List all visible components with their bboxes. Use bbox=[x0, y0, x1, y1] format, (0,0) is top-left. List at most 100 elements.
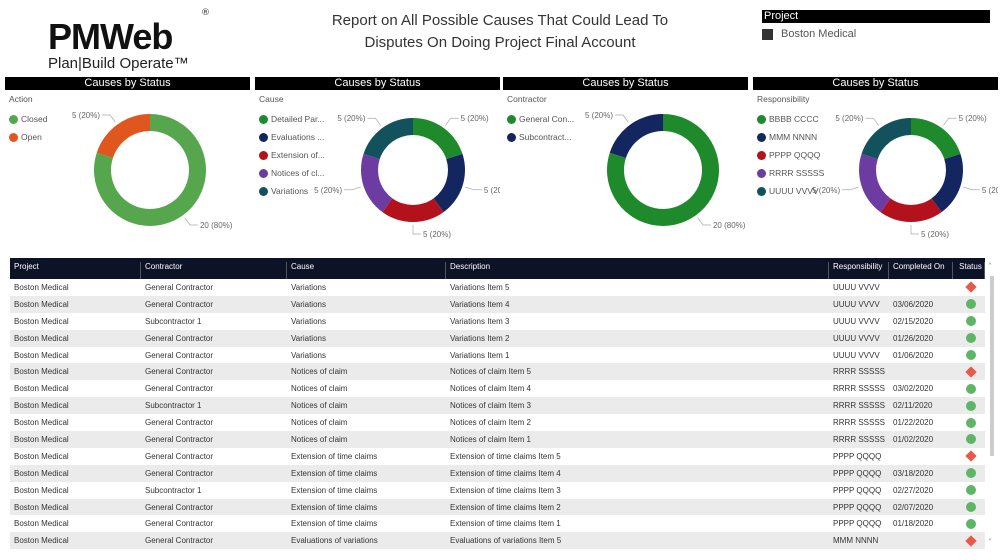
project-slicer[interactable]: Project Boston Medical bbox=[762, 10, 990, 40]
donut-chart: 5 (20%) 5 (20%) 5 (20%) 5 (20%) 5 (20%) bbox=[812, 114, 998, 239]
column-header[interactable]: Responsibility bbox=[829, 262, 889, 279]
table-row[interactable]: Boston Medical Subcontractor 1 Variations V… bbox=[10, 313, 985, 330]
table-cell bbox=[889, 279, 953, 296]
legend-title: Contractor bbox=[507, 94, 547, 104]
legend-item[interactable]: BBBB CCCC bbox=[757, 110, 824, 128]
legend-item[interactable]: RRRR SSSSS bbox=[757, 164, 824, 182]
table-cell: General Contractor bbox=[145, 299, 214, 309]
donut-chart-panel: Causes by Status Cause Detailed Par... Eva… bbox=[255, 77, 500, 247]
legend-item[interactable]: Extension of... bbox=[259, 146, 325, 164]
column-header[interactable]: Contractor bbox=[141, 262, 287, 279]
table-cell: General Contractor bbox=[145, 468, 214, 478]
legend-title: Action bbox=[9, 94, 33, 104]
pmweb-logo: PMWeb ® Plan|Build Operate™ bbox=[44, 8, 214, 72]
table-scrollbar[interactable]: ˄ ˅ bbox=[988, 262, 996, 552]
table-cell: Variations Item 2 bbox=[450, 333, 510, 343]
table-cell: 03/18/2020 bbox=[893, 468, 934, 478]
legend-item[interactable]: PPPP QQQQ bbox=[757, 146, 824, 164]
column-header[interactable]: Description bbox=[446, 262, 829, 279]
table-row[interactable]: Boston Medical General Contractor Notices … bbox=[10, 380, 985, 397]
causes-table: Project Contractor Cause Description Respons… bbox=[10, 258, 985, 550]
status-cell bbox=[953, 532, 985, 549]
donut-slice[interactable] bbox=[859, 153, 891, 213]
table-row[interactable]: Boston Medical Subcontractor 1 Extension o… bbox=[10, 482, 985, 499]
table-cell: General Contractor bbox=[145, 434, 214, 444]
status-closed-icon bbox=[966, 502, 976, 513]
donut-slice[interactable] bbox=[931, 153, 963, 213]
legend-item[interactable]: Detailed Par... bbox=[259, 110, 325, 128]
status-cell bbox=[953, 279, 985, 296]
label-leader-line bbox=[910, 225, 919, 235]
column-header[interactable]: Status bbox=[953, 262, 985, 279]
status-closed-icon bbox=[966, 316, 976, 327]
donut-chart-panel: Causes by Status Action Closed Open 20 (80%… bbox=[5, 77, 250, 247]
checkbox-icon[interactable] bbox=[762, 28, 773, 40]
donut-slice[interactable] bbox=[361, 153, 393, 213]
table-cell: Extension of time claims bbox=[291, 519, 378, 529]
table-cell: Extension of time claims Item 3 bbox=[450, 485, 561, 495]
scroll-thumb[interactable] bbox=[990, 276, 994, 456]
table-row[interactable]: Boston Medical General Contractor Extensio… bbox=[10, 448, 985, 465]
legend-item[interactable]: Open bbox=[9, 128, 47, 146]
column-header[interactable]: Project bbox=[10, 262, 141, 279]
donut-slice[interactable] bbox=[96, 114, 150, 158]
table-row[interactable]: Boston Medical General Contractor Notices … bbox=[10, 414, 985, 431]
column-header[interactable]: Completed On bbox=[889, 262, 953, 279]
table-row[interactable]: Boston Medical General Contractor Extensio… bbox=[10, 515, 985, 532]
legend-item[interactable]: MMM NNNN bbox=[757, 128, 824, 146]
legend-item[interactable]: Notices of cl... bbox=[259, 164, 325, 182]
donut-slice[interactable] bbox=[363, 118, 413, 160]
donut-slice[interactable] bbox=[94, 114, 206, 226]
legend-item[interactable]: Closed bbox=[9, 110, 47, 128]
scroll-down-icon[interactable]: ˅ bbox=[988, 538, 992, 547]
table-row[interactable]: Boston Medical General Contractor Notices … bbox=[10, 431, 985, 448]
donut-slice[interactable] bbox=[880, 198, 942, 223]
table-row[interactable]: Boston Medical Subcontractor 1 Notices of … bbox=[10, 397, 985, 415]
legend-title: Responsibility bbox=[757, 94, 810, 104]
chart-title: Causes by Status bbox=[503, 77, 748, 90]
table-row[interactable]: Boston Medical General Contractor Variatio… bbox=[10, 279, 985, 296]
legend-item[interactable]: General Con... bbox=[507, 110, 574, 128]
donut-slice[interactable] bbox=[433, 153, 465, 213]
table-row[interactable]: Boston Medical General Contractor Variatio… bbox=[10, 347, 985, 364]
legend-item[interactable]: Evaluations ... bbox=[259, 128, 325, 146]
table-cell: 01/06/2020 bbox=[893, 350, 934, 360]
slicer-item[interactable]: Boston Medical bbox=[762, 28, 990, 40]
legend-dot-icon bbox=[259, 150, 268, 160]
table-row[interactable]: Boston Medical General Contractor Notices … bbox=[10, 363, 985, 381]
legend-label: Open bbox=[21, 132, 42, 142]
donut-slice[interactable] bbox=[413, 118, 463, 160]
table-cell: PPPP QQQQ bbox=[833, 485, 882, 495]
column-header[interactable]: Cause bbox=[287, 262, 446, 279]
donut-slice[interactable] bbox=[609, 114, 663, 158]
chart-legend: Cause Detailed Par... Evaluations ... Exten… bbox=[259, 94, 325, 200]
legend-item[interactable]: Subcontract... bbox=[507, 128, 574, 146]
table-cell: Extension of time claims Item 2 bbox=[450, 502, 561, 512]
donut-slice[interactable] bbox=[911, 118, 961, 160]
donut-slice[interactable] bbox=[382, 198, 444, 223]
table-cell: UUUU VVVV bbox=[833, 333, 880, 343]
table-cell: Notices of claim bbox=[291, 367, 348, 377]
table-cell: Notices of claim Item 1 bbox=[450, 434, 531, 444]
donut-slice[interactable] bbox=[607, 114, 719, 226]
table-cell: UUUU VVVV bbox=[833, 282, 880, 292]
table-cell: General Contractor bbox=[145, 418, 214, 428]
table-cell: Boston Medical bbox=[14, 401, 69, 411]
table-row[interactable]: Boston Medical General Contractor Variatio… bbox=[10, 295, 985, 313]
scroll-up-icon[interactable]: ˄ bbox=[988, 262, 992, 271]
status-closed-icon bbox=[966, 299, 976, 310]
donut-slice[interactable] bbox=[861, 118, 911, 160]
table-row[interactable]: Boston Medical General Contractor Extensio… bbox=[10, 498, 985, 516]
table-row[interactable]: Boston Medical General Contractor Variatio… bbox=[10, 329, 985, 347]
table-cell: Boston Medical bbox=[14, 519, 69, 529]
table-row[interactable]: Boston Medical General Contractor Evaluati… bbox=[10, 532, 985, 550]
table-row[interactable]: Boston Medical General Contractor Extensio… bbox=[10, 464, 985, 482]
legend-label: Extension of... bbox=[271, 150, 325, 160]
table-cell: General Contractor bbox=[145, 536, 214, 546]
table-header: Project Contractor Cause Description Respons… bbox=[10, 258, 985, 279]
status-cell bbox=[953, 482, 985, 499]
table-cell: Variations bbox=[291, 316, 326, 326]
legend-item[interactable]: UUUU VVVV bbox=[757, 182, 824, 200]
legend-item[interactable]: Variations bbox=[259, 182, 325, 200]
table-cell: Boston Medical bbox=[14, 350, 69, 360]
